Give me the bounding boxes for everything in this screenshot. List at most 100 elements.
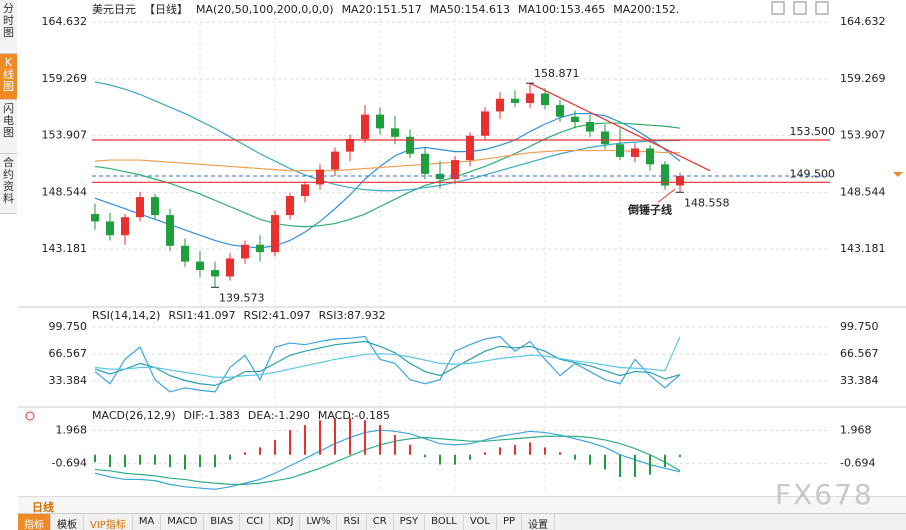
legend-entry: MA50:154.613 <box>430 3 510 16</box>
y-tick-label: 153.907 <box>42 129 88 142</box>
histogram-bar <box>214 454 216 468</box>
ma-line <box>94 122 681 228</box>
sidebar-tab[interactable]: K线图 <box>0 54 17 100</box>
horizontal-line-label: 149.500 <box>790 167 836 180</box>
legend-entry: 【日线】 <box>144 2 188 16</box>
histogram-bar <box>259 447 261 455</box>
histogram-bar <box>514 444 516 455</box>
candle-body <box>661 164 669 186</box>
candle-body <box>316 169 324 185</box>
legend-entry: MA100:153.465 <box>518 3 605 16</box>
candle-body <box>451 160 459 180</box>
pattern-annotation: 倒锤子线 <box>627 202 672 216</box>
indicator-line <box>94 336 681 378</box>
legend-entry: MACD:-0.185 <box>318 409 390 422</box>
indicator-line <box>94 335 681 393</box>
legend-entry: RSI1:41.097 <box>168 309 235 322</box>
histogram-bar <box>634 454 636 477</box>
histogram-bar <box>679 454 681 458</box>
histogram-bar <box>409 444 411 455</box>
toolbar-tab[interactable]: PP <box>497 514 523 530</box>
candle-body <box>151 197 159 216</box>
y-tick-label: -0.694 <box>52 456 87 469</box>
period-bar: 日线 <box>18 496 906 514</box>
toolbar-tab[interactable]: VIP指标 <box>84 514 133 530</box>
histogram-bar <box>664 454 666 468</box>
candle-body <box>676 175 684 186</box>
toolbar-tab[interactable]: 设置 <box>522 514 556 530</box>
candle-body <box>496 98 504 112</box>
legend-entry: MA200:152. <box>613 3 679 16</box>
extreme-label: 148.558 <box>684 196 730 209</box>
extreme-label: 139.573 <box>219 291 265 304</box>
histogram-bar <box>319 420 321 455</box>
histogram-bar <box>124 454 126 468</box>
annotation-arrow <box>657 188 676 203</box>
icon[interactable] <box>771 1 785 15</box>
toolbar-tab[interactable]: LW% <box>300 514 338 530</box>
histogram-bar <box>424 454 426 458</box>
toolbar-tab[interactable]: KDJ <box>270 514 301 530</box>
toolbar-tab[interactable]: 模板 <box>51 514 84 530</box>
toolbar-tab[interactable]: BOLL <box>425 514 464 530</box>
toolbar-tab[interactable]: CCI <box>240 514 271 530</box>
toolbar-tab[interactable]: PSY <box>394 514 426 530</box>
icon[interactable] <box>793 1 807 15</box>
settings-icon[interactable] <box>25 411 35 421</box>
candle-body <box>361 114 369 139</box>
period-label[interactable]: 日线 <box>32 501 54 514</box>
candle-body <box>436 173 444 180</box>
sidebar-tab[interactable]: 分时图 <box>0 0 17 54</box>
histogram-bar <box>619 454 621 477</box>
candle-body <box>481 111 489 136</box>
legend-entry: MA20:151.517 <box>342 3 422 16</box>
histogram-bar <box>484 452 486 455</box>
ma-line <box>94 81 681 192</box>
candle-body <box>331 151 339 170</box>
histogram-bar <box>244 452 246 455</box>
ma-line <box>94 112 681 249</box>
candle-body <box>511 98 519 103</box>
histogram-bar <box>574 454 576 460</box>
icon[interactable] <box>815 1 829 15</box>
histogram-bar <box>589 454 591 465</box>
histogram-bar <box>499 447 501 455</box>
legend-entry: DIF:-1.383 <box>184 409 240 422</box>
indicator-line <box>94 340 681 386</box>
legend-entry: DEA:-1.290 <box>248 409 310 422</box>
sidebar-tab[interactable]: 合约资料 <box>0 154 17 214</box>
toolbar-tab[interactable]: VOL <box>464 514 497 530</box>
histogram-bar <box>364 420 366 455</box>
histogram-bar <box>229 454 231 460</box>
toolbar-tab[interactable]: CR <box>367 514 394 530</box>
histogram-bar <box>394 435 396 455</box>
histogram-bar <box>289 430 291 455</box>
candle-body <box>631 148 639 157</box>
watermark: FX678 <box>775 478 874 511</box>
candle-body <box>91 214 99 222</box>
sidebar-tab[interactable]: 闪电图 <box>0 100 17 154</box>
histogram-bar <box>544 447 546 455</box>
histogram-bar <box>529 442 531 455</box>
legend-entry: RSI2:41.097 <box>244 309 311 322</box>
toolbar-tab[interactable]: MACD <box>161 514 205 530</box>
y-tick-label: 164.632 <box>840 15 886 28</box>
histogram-bar <box>334 417 336 455</box>
toolbar: 指标 模板 VIP指标 MA MACD BIAS CCI KDJ LW% RSI CR PSY BOLL… <box>18 513 906 530</box>
y-tick-label: 143.181 <box>42 242 88 255</box>
histogram-bar <box>604 454 606 470</box>
legend-entry: 美元日元 <box>92 3 136 16</box>
candle-body <box>406 136 414 154</box>
histogram-bar <box>439 454 441 465</box>
histogram-bar <box>199 454 201 468</box>
last-price-marker <box>893 171 903 177</box>
horizontal-line-label: 153.500 <box>790 125 836 138</box>
toolbar-tab[interactable]: 指标 <box>18 514 51 530</box>
candle-body <box>241 244 249 259</box>
toolbar-tab[interactable]: RSI <box>337 514 367 530</box>
toolbar-tab[interactable]: MA <box>133 514 162 530</box>
ma-line <box>94 149 680 172</box>
histogram-bar <box>139 454 141 465</box>
toolbar-tab[interactable]: BIAS <box>204 514 241 530</box>
